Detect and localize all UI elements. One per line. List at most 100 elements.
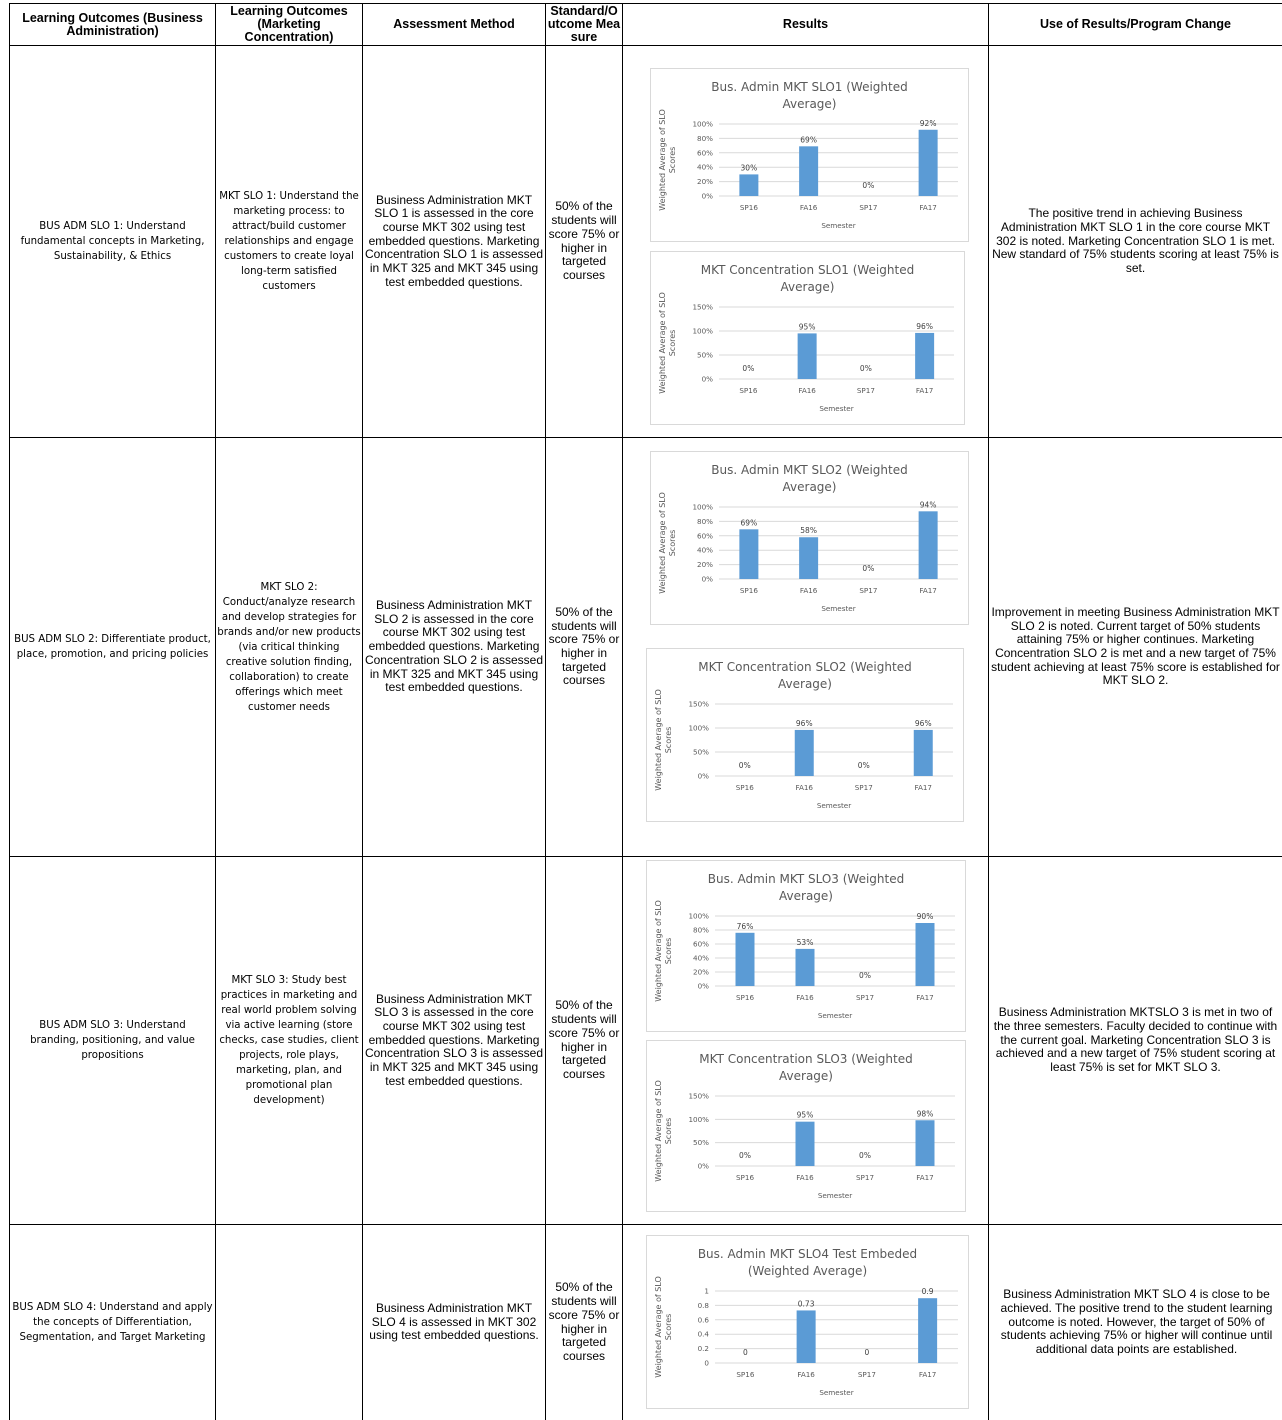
x-axis-label: Semester <box>821 221 855 230</box>
header-assessment-method: Assessment Method <box>393 17 515 31</box>
x-tick-label: SP17 <box>859 203 877 212</box>
chart-title: Average) <box>783 480 837 494</box>
data-label: 0% <box>862 564 874 573</box>
y-tick-label: 0% <box>702 575 714 584</box>
header-standard-measure: Standard/Outcome Measure <box>547 4 621 44</box>
x-tick-label: SP16 <box>740 586 758 595</box>
chart-bar <box>918 511 938 579</box>
chart-bar <box>915 332 935 379</box>
data-label: 96% <box>796 719 813 728</box>
standard-measure-cell: 50% of the students will score 75% or hi… <box>548 199 620 282</box>
y-tick-label: 100% <box>692 120 713 129</box>
chart-bar <box>913 729 933 776</box>
column-divider <box>362 3 363 1420</box>
y-tick-label: 150% <box>688 700 709 709</box>
data-label: 69% <box>800 135 817 144</box>
y-axis-label: Scores <box>664 1118 673 1145</box>
chart-bus-admin-slo4: Bus. Admin MKT SLO4 Test Embeded (Weighte… <box>646 1235 969 1409</box>
y-tick-label: 0% <box>698 982 710 991</box>
y-axis-label: Weighted Average of SLO <box>654 1276 663 1378</box>
chart-bar <box>915 1120 935 1166</box>
y-axis-label: Weighted Average of SLO <box>654 689 663 791</box>
x-tick-label: SP16 <box>736 1173 754 1182</box>
x-tick-label: FA17 <box>916 993 934 1002</box>
bus-adm-slo-cell: BUS ADM SLO 3: Understand branding, posi… <box>30 1020 195 1061</box>
bus-adm-slo-cell: BUS ADM SLO 4: Understand and apply the … <box>12 1302 213 1343</box>
data-label: 0 <box>864 1348 869 1357</box>
y-axis-label: Scores <box>664 938 673 965</box>
data-label: 95% <box>799 322 816 331</box>
chart-bar <box>799 537 819 579</box>
chart-bar <box>796 1310 816 1363</box>
assessment-method-cell: Business Administration MKT SLO 2 is ass… <box>364 598 544 695</box>
mkt-slo-cell: MKT SLO 2: Conduct/analyze research and … <box>217 581 361 713</box>
data-label: 58% <box>800 526 817 535</box>
chart-bus-admin-slo2: Bus. Admin MKT SLO2 (Weighted Average) 100… <box>650 451 969 625</box>
chart-title: Bus. Admin MKT SLO2 (Weighted <box>711 463 907 477</box>
x-axis-label: Semester <box>819 1388 853 1397</box>
x-tick-label: FA17 <box>914 783 932 792</box>
y-tick-label: 0.8 <box>698 1301 710 1310</box>
x-axis-label: Semester <box>818 1191 852 1200</box>
data-label: 76% <box>737 922 754 931</box>
x-tick-label: SP17 <box>856 993 874 1002</box>
data-label: 95% <box>797 1111 814 1120</box>
y-axis-label: Weighted Average of SLO <box>658 109 667 211</box>
row-divider <box>9 437 1282 438</box>
y-tick-label: 100% <box>692 503 713 512</box>
column-divider <box>215 3 216 1420</box>
x-axis-label: Semester <box>818 1011 852 1020</box>
column-divider <box>9 3 10 1420</box>
y-tick-label: 0% <box>698 1162 710 1171</box>
data-label: 0% <box>860 364 872 373</box>
data-label: 96% <box>916 322 933 331</box>
chart-bar <box>795 948 815 986</box>
chart-title: MKT Concentration SLO3 (Weighted <box>699 1052 912 1066</box>
chart-title: (Weighted Average) <box>748 1264 867 1278</box>
y-axis-label: Weighted Average of SLO <box>654 1080 663 1182</box>
header-divider <box>9 45 1282 46</box>
column-divider <box>622 3 623 1420</box>
column-divider <box>545 3 546 1420</box>
x-tick-label: FA17 <box>919 203 937 212</box>
x-tick-label: SP17 <box>857 386 875 395</box>
y-tick-label: 80% <box>697 517 713 526</box>
x-tick-label: SP16 <box>739 386 757 395</box>
use-of-results-cell: Business Administration MKT SLO 4 is clo… <box>1000 1287 1273 1357</box>
use-of-results-cell: Business Administration MKTSLO 3 is met … <box>993 1005 1278 1075</box>
data-label: 92% <box>920 119 937 128</box>
x-tick-label: SP16 <box>736 1370 754 1379</box>
x-axis-label: Semester <box>817 801 851 810</box>
assessment-method-cell: Business Administration MKT SLO 4 is ass… <box>369 1300 539 1343</box>
bus-adm-slo-cell: BUS ADM SLO 1: Understand fundamental co… <box>20 221 205 262</box>
chart-mkt-concentration-slo3: MKT Concentration SLO3 (Weighted Average)… <box>646 1040 966 1212</box>
chart-title: Bus. Admin MKT SLO4 Test Embeded <box>698 1247 917 1261</box>
data-label: 0% <box>739 1151 751 1160</box>
y-tick-label: 50% <box>693 748 709 757</box>
x-tick-label: FA16 <box>796 993 814 1002</box>
y-tick-label: 50% <box>693 1138 709 1147</box>
table-border-top <box>9 3 1282 4</box>
chart-bar <box>739 529 759 579</box>
y-tick-label: 40% <box>697 546 713 555</box>
use-of-results-cell: The positive trend in achieving Business… <box>992 206 1279 276</box>
data-label: 53% <box>797 938 814 947</box>
x-axis-label: Semester <box>821 604 855 613</box>
chart-bar <box>918 129 938 196</box>
y-axis-label: Weighted Average of SLO <box>654 900 663 1002</box>
mkt-slo-cell: MKT SLO 1: Understand the marketing proc… <box>219 191 359 292</box>
data-label: 90% <box>917 912 934 921</box>
chart-title: Bus. Admin MKT SLO3 (Weighted <box>708 872 904 886</box>
y-tick-label: 150% <box>688 1092 709 1101</box>
x-tick-label: SP16 <box>736 783 754 792</box>
chart-title: MKT Concentration SLO1 (Weighted <box>701 263 914 277</box>
x-tick-label: FA17 <box>919 1370 937 1379</box>
x-tick-label: FA17 <box>916 1173 934 1182</box>
x-axis-label: Semester <box>819 404 853 413</box>
chart-title: Average) <box>781 280 835 294</box>
y-axis-label: Scores <box>664 1314 673 1341</box>
data-label: 0% <box>859 1151 871 1160</box>
x-tick-label: FA17 <box>919 586 937 595</box>
standard-measure-cell: 50% of the students will score 75% or hi… <box>548 604 620 688</box>
